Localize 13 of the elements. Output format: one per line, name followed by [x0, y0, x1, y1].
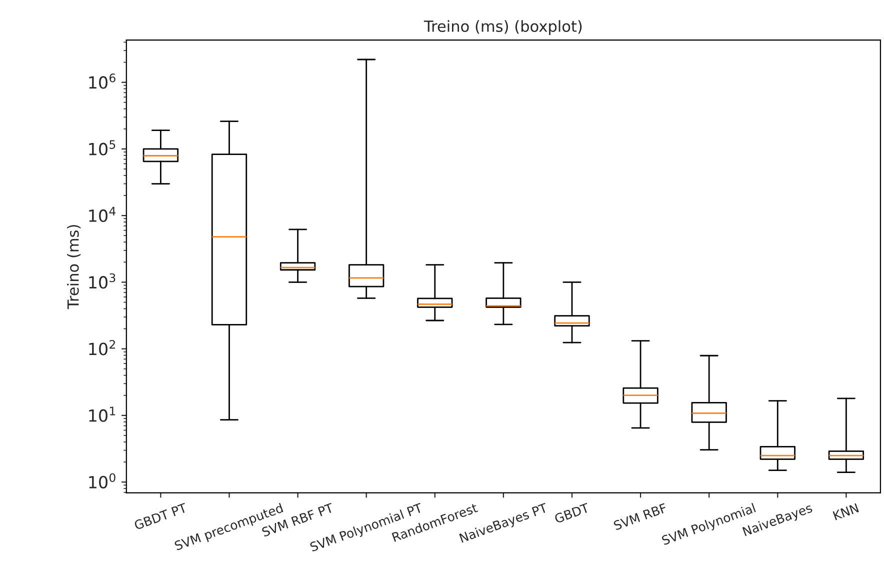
y-tick-label: 10$^{3}$	[89, 273, 116, 289]
y-tick-label: 10$^{0}$	[89, 473, 116, 488]
chart-title: Treino (ms) (boxplot)	[424, 20, 582, 35]
y-tick-label: 10$^{4}$	[89, 206, 116, 222]
x-tick-label: SVM RBF	[613, 502, 668, 530]
x-tick-label: KNN	[832, 503, 859, 520]
x-tick-label: GBDT PT	[134, 502, 188, 530]
y-tick-label: 10$^{5}$	[89, 140, 116, 156]
y-tick-label: 10$^{1}$	[89, 406, 116, 422]
y-tick-label: 10$^{2}$	[89, 340, 115, 356]
x-tick-label: GBDT	[554, 502, 590, 524]
y-axis-title: Treino (ms)	[67, 225, 81, 310]
y-tick-label: 10$^{6}$	[89, 73, 116, 89]
